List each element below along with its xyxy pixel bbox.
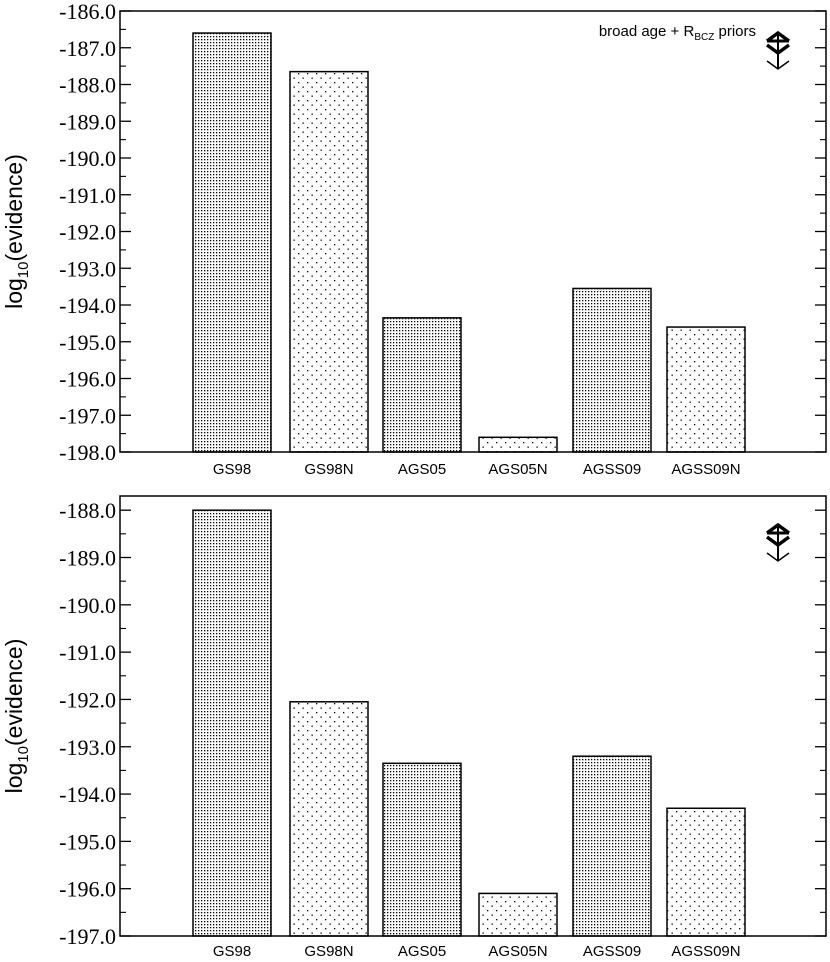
ytick-label: -191.0 (59, 183, 116, 208)
bar-agss09n (666, 326, 746, 453)
bar-ags05 (382, 317, 462, 453)
ytick-label: -190.0 (59, 593, 116, 618)
top-panel: -186.0 -187.0 -188.0 -189.0 -190.0 -191.0 -192… (1, 0, 827, 478)
bar-ags05n (478, 892, 558, 937)
bar-ags05 (382, 762, 462, 937)
ytick-label: -198.0 (59, 440, 116, 465)
y-axis-label-tail: (evidence) (1, 639, 27, 746)
ytick-label: -192.0 (59, 220, 116, 245)
y-axis-label: log10(evidence) (1, 154, 32, 309)
bar-agss09 (572, 287, 652, 453)
xtick-label: AGS05N (488, 943, 547, 960)
plot-frame (119, 495, 827, 937)
priors-annotation: broad age + RBCZ priors (599, 23, 756, 43)
xtick-label: AGSS09N (671, 943, 740, 960)
ytick-label: -188.0 (59, 73, 116, 98)
xtick-label: GS98 (213, 943, 251, 960)
bar-gs98n (289, 701, 369, 937)
y-axis-label-sub: 10 (15, 262, 32, 279)
bottom-panel: -188.0 -189.0 -190.0 -191.0 -192.0 -193.0 -194… (1, 495, 827, 960)
xtick-label: GS98N (304, 461, 353, 478)
annotation-sub: BCZ (694, 32, 714, 43)
y-axis-label-main: log (1, 763, 27, 794)
annotation-main: broad age + R (599, 23, 695, 40)
annotation-tail: priors (714, 23, 756, 40)
bar-gs98n (289, 70, 369, 453)
bar-agss09 (572, 755, 652, 937)
xtick-label: AGS05 (398, 943, 446, 960)
xtick-label: AGSS09 (583, 943, 641, 960)
y-axis-label: log10(evidence) (1, 639, 32, 794)
ytick-label: -192.0 (59, 687, 116, 712)
ytick-label: -196.0 (59, 367, 116, 392)
ytick-label: -190.0 (59, 146, 116, 171)
ytick-label: -193.0 (59, 256, 116, 281)
y-axis-label-tail: (evidence) (1, 154, 27, 261)
xtick-label: AGSS09 (583, 461, 641, 478)
ytick-label: -194.0 (59, 293, 116, 318)
ytick-label: -195.0 (59, 829, 116, 854)
ytick-label: -194.0 (59, 782, 116, 807)
ytick-label: -197.0 (59, 403, 116, 428)
bar-ags05n (478, 436, 558, 453)
ytick-label: -187.0 (59, 36, 116, 61)
y-axis-label-sub: 10 (15, 746, 32, 763)
bar-gs98 (192, 32, 272, 453)
xtick-label: GS98N (304, 943, 353, 960)
xtick-label: AGSS09N (671, 461, 740, 478)
ytick-label: -189.0 (59, 546, 116, 571)
bar-gs98 (192, 509, 272, 937)
ytick-label: -189.0 (59, 109, 116, 134)
y-axis-label-main: log (1, 278, 27, 309)
ytick-label: -188.0 (59, 498, 116, 523)
xtick-label: AGS05N (488, 461, 547, 478)
ytick-label: -197.0 (59, 924, 116, 949)
ytick-label: -196.0 (59, 877, 116, 902)
sun-symbol-icon (765, 30, 791, 70)
ytick-label: -186.0 (59, 0, 116, 24)
xtick-label: AGS05 (398, 461, 446, 478)
ytick-label: -191.0 (59, 640, 116, 665)
sun-symbol-icon (765, 522, 791, 562)
xtick-label: GS98 (213, 461, 251, 478)
ytick-label: -195.0 (59, 330, 116, 355)
ytick-label: -193.0 (59, 735, 116, 760)
bar-agss09n (666, 807, 746, 937)
